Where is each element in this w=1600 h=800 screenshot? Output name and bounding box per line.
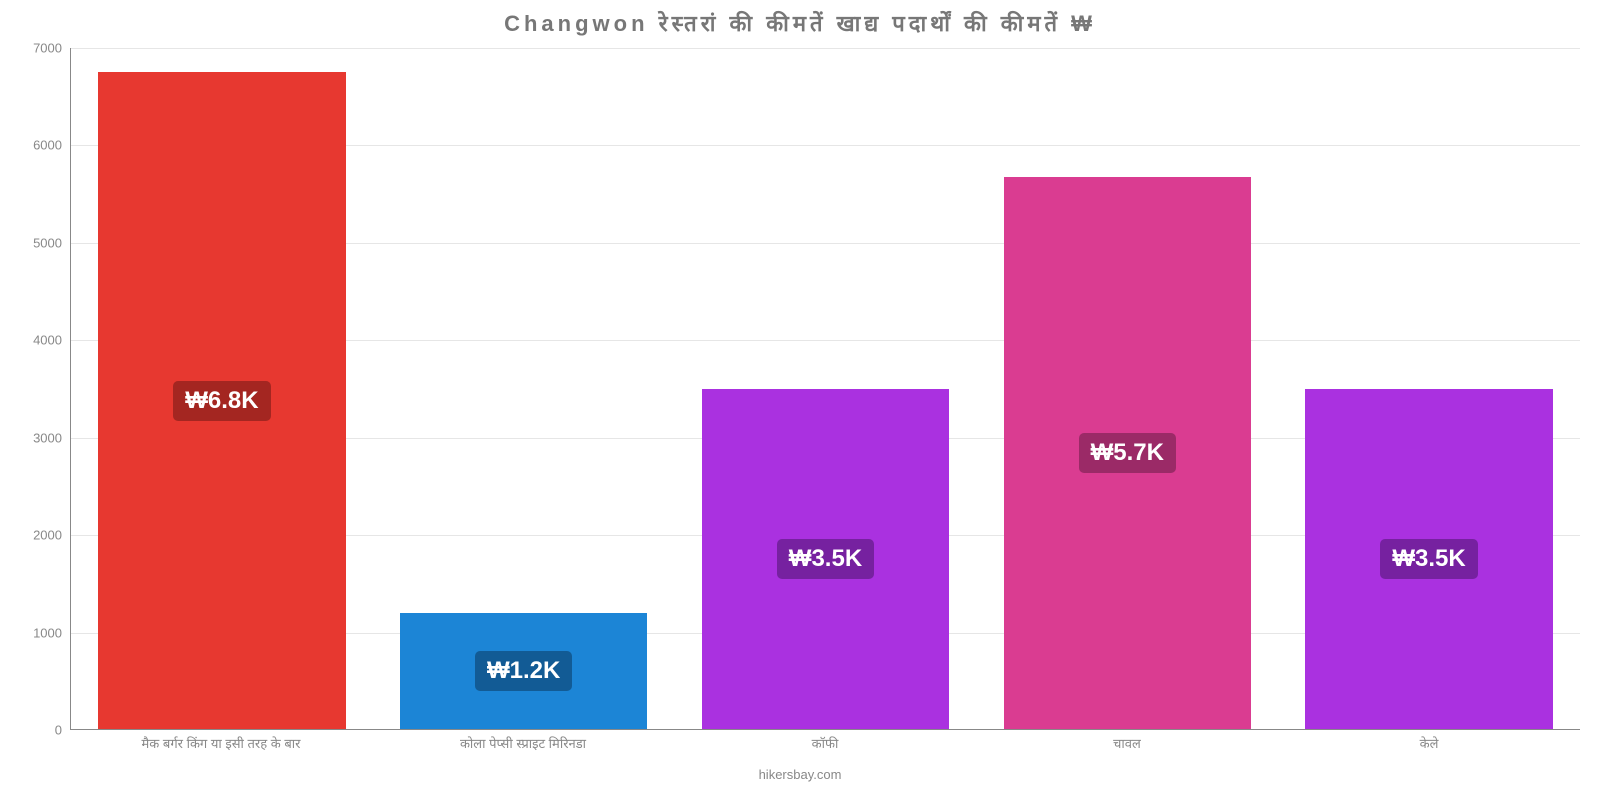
bar-slot: ₩5.7K (976, 48, 1278, 729)
bars-container: ₩6.8K ₩1.2K ₩3.5K ₩5.7K ₩3.5K (71, 48, 1580, 729)
value-badge: ₩6.8K (173, 381, 270, 421)
bar: ₩3.5K (702, 389, 949, 730)
y-tick-label: 2000 (33, 528, 62, 543)
chart-plot-area: ₩6.8K₩1.2K₩3.5K₩5.7K₩3.5K 01000200030004… (70, 48, 1580, 730)
bar-slot: ₩1.2K (373, 48, 675, 729)
y-tick-label: 7000 (33, 41, 62, 56)
value-badge: ₩3.5K (777, 539, 874, 579)
x-tick-label: कॉफी (674, 734, 976, 752)
chart-title: Changwon रेस्तरां की कीमतें खाद्य पदार्थ… (0, 0, 1600, 38)
x-tick-label: मैक बर्गर किंग या इसी तरह के बार (70, 734, 372, 752)
bar: ₩6.8K (98, 72, 345, 729)
x-tick-label: केले (1278, 734, 1580, 752)
y-tick-label: 5000 (33, 235, 62, 250)
y-tick-label: 4000 (33, 333, 62, 348)
value-badge: ₩5.7K (1079, 433, 1176, 473)
attribution-text: hikersbay.com (0, 767, 1600, 782)
y-tick-label: 6000 (33, 138, 62, 153)
y-tick-label: 1000 (33, 625, 62, 640)
y-tick-label: 3000 (33, 430, 62, 445)
x-tick-label: कोला पेप्सी स्प्राइट मिरिनडा (372, 734, 674, 752)
value-badge: ₩3.5K (1380, 539, 1477, 579)
bar-slot: ₩6.8K (71, 48, 373, 729)
bar-slot: ₩3.5K (675, 48, 977, 729)
bar: ₩5.7K (1004, 177, 1251, 729)
y-tick-label: 0 (55, 723, 62, 738)
x-tick-label: चावल (976, 734, 1278, 752)
bar: ₩3.5K (1305, 389, 1552, 730)
value-badge: ₩1.2K (475, 651, 572, 691)
bar-slot: ₩3.5K (1278, 48, 1580, 729)
plot-region: ₩6.8K ₩1.2K ₩3.5K ₩5.7K ₩3.5K (70, 48, 1580, 730)
bar: ₩1.2K (400, 613, 647, 729)
x-axis-labels: मैक बर्गर किंग या इसी तरह के बारकोला पेप… (70, 734, 1580, 752)
